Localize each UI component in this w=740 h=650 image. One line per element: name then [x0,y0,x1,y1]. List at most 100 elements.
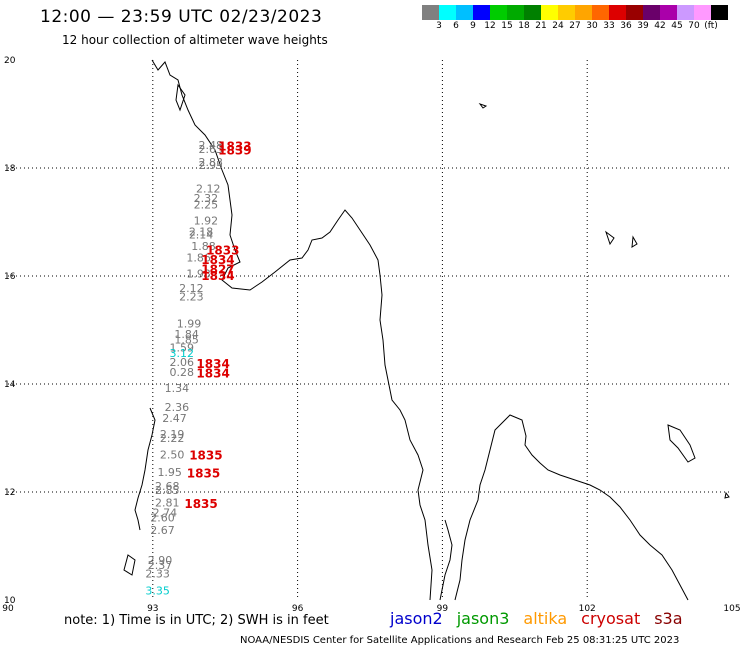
pass-time-label: 1833 [218,140,251,154]
color-swatch [422,5,439,20]
color-swatch [541,5,558,20]
wave-height-value: 2.19 [160,428,185,441]
wave-height-value: 1.95 [157,466,182,479]
wave-height-values: 2.482.632.832.952.122.322.251.922.182.14… [145,139,223,597]
color-swatch [677,5,694,20]
color-swatch [473,5,490,20]
color-scale-labels: 3 6 9 12 15 18 21 24 27 30 33 36 39 42 45 70 (ft) [422,21,740,35]
lat-label: 20 [4,56,16,66]
lat-label: 16 [4,272,16,282]
color-scale-label: 6 [453,21,459,31]
andaman-island [134,407,156,531]
color-scale-bar [422,5,728,20]
color-scale-label: 39 [637,21,649,31]
wave-height-value: 2.67 [150,524,175,537]
coastline-east [454,414,689,601]
wave-height-value: 2.18 [189,226,214,239]
satellite-cryosat: cryosat [581,609,641,628]
wave-height-value: 2.32 [194,192,219,205]
wave-height-value: 3.12 [170,347,195,360]
color-scale-label: 36 [620,21,632,31]
lat-label: 10 [4,596,16,606]
wave-height-value: 2.50 [160,449,185,462]
lat-label: 14 [4,380,16,390]
wave-height-value: 2.83 [198,156,223,169]
lat-lon-grid [8,60,732,600]
color-swatch [626,5,643,20]
color-scale-label: 21 [535,21,547,31]
pass-time-label: 1835 [189,449,222,463]
satellite-jason3: jason3 [456,609,510,628]
pass-time-label: 1834 [196,357,229,371]
wave-height-value: 2.36 [165,401,190,414]
wave-height-value: 2.37 [148,559,173,572]
wave-height-value: 1.85 [174,334,199,347]
page-title: 12:00 — 23:59 UTC 02/23/2023 [40,7,323,27]
wave-height-value: 1.88 [191,240,216,253]
color-swatch [575,5,592,20]
lon-label: 102 [579,604,596,614]
wave-height-value: 2.85 [155,484,180,497]
color-swatch [507,5,524,20]
pass-time-label: 1827 [201,262,234,276]
satellite-s3a: s3a [654,609,683,628]
wave-height-value: 2.63 [198,143,223,156]
color-scale-label: 15 [501,21,513,31]
coastline-mainland [151,59,433,601]
lon-label: 99 [437,604,449,614]
pass-time-label: 1833 [206,243,239,257]
credit-line: NOAA/NESDIS Center for Satellite Applica… [240,635,680,646]
units-note: note: 1) Time is in UTC; 2) SWH is in fe… [64,613,329,628]
wave-height-value: 2.33 [145,567,170,580]
wave-height-value: 1.92 [194,215,219,228]
color-swatch [524,5,541,20]
color-scale-label: 45 [671,21,683,31]
wave-height-value: 1.86 [186,251,211,264]
color-scale-label: 30 [586,21,598,31]
color-swatch [660,5,677,20]
satellite-legend: jason2 jason3 altika cryosat s3a [390,609,697,628]
wave-height-value: 2.25 [194,199,219,212]
color-swatch [439,5,456,20]
color-scale-label: 42 [654,21,666,31]
coastline [123,59,730,601]
page-subtitle: 12 hour collection of altimeter wave hei… [62,33,328,47]
color-scale-label: 33 [603,21,615,31]
satellite-jason2: jason2 [390,609,443,628]
color-scale-label: 24 [552,21,564,31]
wave-height-value: 2.81 [155,497,180,510]
wave-height-value: 0.28 [170,366,195,379]
pass-time-label: 1835 [187,466,220,480]
wave-height-value: 1.93 [186,268,211,281]
pass-time-label: 1835 [184,497,217,511]
island [478,103,488,109]
axis-labels: 90 93 96 99 102 105 20 18 16 14 12 10 [2,56,740,614]
color-swatch [490,5,507,20]
lat-label: 18 [4,164,16,174]
wave-height-value: 1.99 [177,317,202,330]
color-swatch [609,5,626,20]
wave-height-value: 2.23 [179,290,204,303]
pass-time-label: 1834 [196,367,229,381]
wave-height-value: 2.12 [196,182,221,195]
island [667,424,696,463]
wave-height-value: 1.59 [170,342,195,355]
color-scale-label: 12 [484,21,496,31]
color-swatch [592,5,609,20]
color-swatch [694,5,711,20]
island [631,235,638,248]
color-scale-label: 18 [518,21,530,31]
lon-label: 105 [723,604,740,614]
pass-time-label: 1839 [218,144,251,158]
wave-height-value: 2.48 [198,139,223,152]
island [724,491,730,499]
color-swatch [456,5,473,20]
wave-height-value: 2.12 [179,282,204,295]
lon-label: 93 [147,604,158,614]
wave-height-value: 3.35 [145,585,170,598]
color-scale-label: 27 [569,21,581,31]
color-scale-label: 9 [470,21,476,31]
color-swatch [643,5,660,20]
satellite-altika: altika [523,609,568,628]
